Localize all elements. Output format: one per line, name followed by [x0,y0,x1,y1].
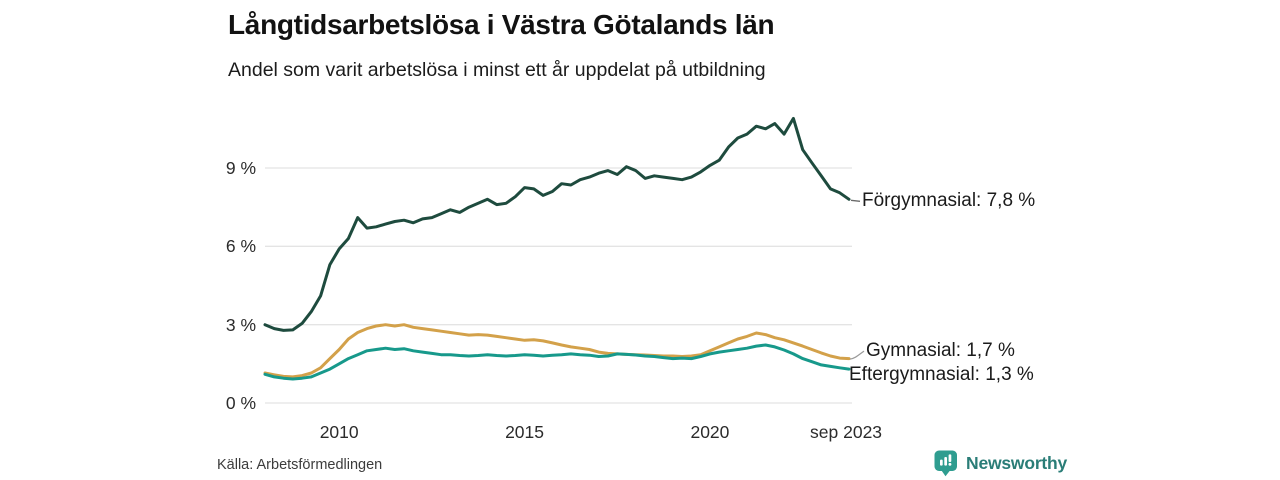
series-line-eftergymnasial [263,343,851,381]
series-end-label-forgymnasial: Förgymnasial: 7,8 % [862,190,1036,211]
series-end-label-gymnasial: Gymnasial: 1,7 % [866,340,1015,361]
x-tick-label: sep 2023 [810,422,883,442]
x-tick-label: 2010 [319,422,359,442]
series-line-förgymnasial [263,116,851,332]
source-note: Källa: Arbetsförmedlingen [217,457,383,473]
series-end-label-eftergymnasial: Eftergymnasial: 1,3 % [849,364,1034,385]
series-line-gymnasial [263,323,851,379]
newsworthy-speech-bubble-bar-chart-icon [934,450,957,477]
brand-logo: Newsworthy [934,450,1067,477]
x-tick-label: 2020 [690,422,730,442]
brand-name: Newsworthy [966,453,1068,473]
label-connector-forgymnasial [850,199,861,202]
y-tick-label: 9 % [225,158,256,178]
chart-title: Långtidsarbetslösa i Västra Götalands lä… [228,9,775,40]
y-tick-label: 0 % [225,393,256,413]
label-connector-gymnasial [849,350,865,360]
x-tick-label: 2015 [505,422,545,442]
chart-subtitle: Andel som varit arbetslösa i minst ett å… [228,59,766,81]
y-tick-label: 6 % [225,236,256,257]
y-tick-label: 3 % [225,314,256,335]
